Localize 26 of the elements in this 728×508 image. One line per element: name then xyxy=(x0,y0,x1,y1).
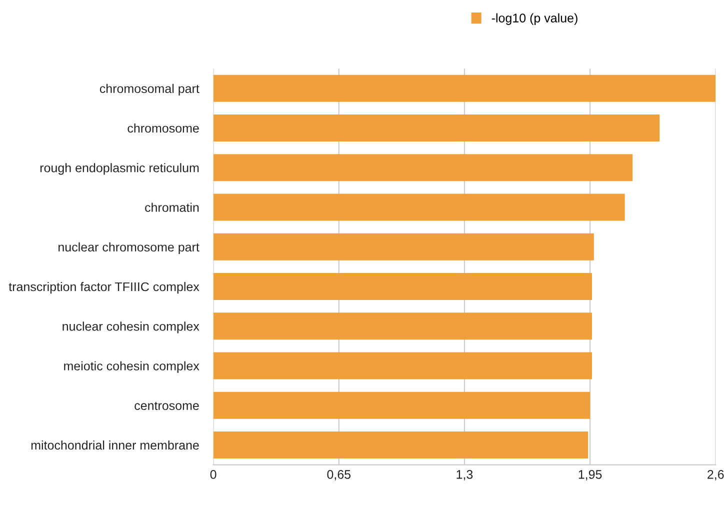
x-tick-label: 1,95 xyxy=(578,470,602,480)
y-tick-label: nuclear chromosome part xyxy=(58,242,200,254)
x-tick-label: 0 xyxy=(210,470,216,479)
y-tick-label: transcription factor TFIIIC complex xyxy=(8,282,200,294)
x-tick-label: 1,3 xyxy=(456,470,473,480)
x-tick-label: 0,65 xyxy=(327,470,351,480)
bar xyxy=(213,233,594,260)
bar xyxy=(213,154,633,182)
bar xyxy=(213,273,592,300)
x-tick-label: 2,6 xyxy=(708,470,724,480)
y-tick-label: meiotic cohesin complex xyxy=(64,361,200,373)
bar xyxy=(213,392,590,419)
bar xyxy=(213,432,588,458)
y-tick-label: centrosome xyxy=(134,402,199,410)
y-tick-label: mitochondrial inner membrane xyxy=(31,440,199,450)
y-tick-label: rough endoplasmic reticulum xyxy=(40,163,199,175)
bar xyxy=(213,312,592,340)
bar xyxy=(213,194,625,221)
y-tick-label: chromosomal part xyxy=(100,84,200,96)
bar xyxy=(213,74,716,102)
bar xyxy=(213,114,660,142)
bar xyxy=(213,352,592,380)
y-tick-label: chromatin xyxy=(145,202,199,212)
y-tick-label: chromosome xyxy=(128,123,199,133)
legend-label: -log10 (p value) xyxy=(492,13,578,25)
y-tick-label: nuclear cohesin complex xyxy=(62,322,200,334)
